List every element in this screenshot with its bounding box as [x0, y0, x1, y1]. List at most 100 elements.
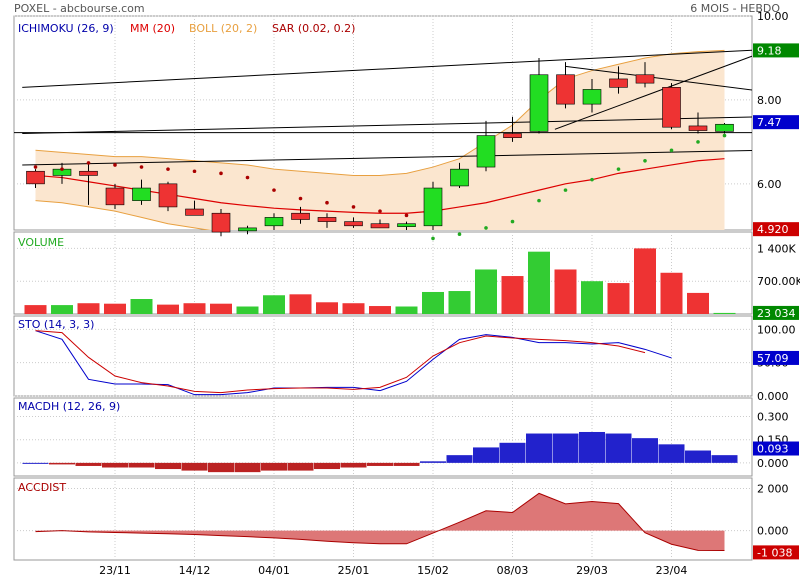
y-tick-label-3-2: 0.300	[757, 411, 789, 424]
macdh-bar-13	[367, 462, 393, 466]
sar-dot-4	[139, 165, 144, 169]
macdh-bar-16	[446, 455, 473, 463]
candle-body-0	[26, 170, 45, 185]
volume-bar-8	[236, 306, 259, 314]
x-tick-label-5: 08/03	[497, 564, 529, 577]
sar-dot-20	[563, 188, 568, 192]
macdh-bar-20	[552, 433, 579, 463]
macdh-bar-6	[181, 462, 208, 471]
candle-body-13	[370, 223, 390, 229]
sar-dot-10	[298, 196, 303, 201]
volume-bar-4	[130, 299, 153, 314]
volume-bar-20	[554, 269, 577, 314]
sar-dot-21	[590, 177, 594, 182]
volume-bar-3	[104, 303, 126, 314]
last-value-label-0-0: 9.18	[757, 44, 782, 57]
x-tick-label-2: 04/01	[258, 564, 290, 577]
volume-bar-11	[316, 302, 338, 314]
legend-ichimoku: ICHIMOKU (26, 9)	[18, 22, 114, 35]
volume-bar-14	[395, 306, 418, 314]
candle-body-20	[556, 74, 575, 105]
sar-dot-24	[669, 148, 674, 153]
sar-dot-0	[33, 165, 38, 169]
last-value-badge-0-1	[753, 115, 799, 130]
volume-bar-0	[24, 305, 47, 314]
x-tick-label-1: 14/12	[179, 564, 211, 577]
trendline-0	[22, 49, 752, 88]
macdh-bar-7	[208, 462, 234, 473]
macdh-bar-2	[75, 462, 102, 466]
sar-dot-14	[404, 213, 409, 218]
candle-body-12	[344, 221, 363, 227]
macdh-bar-18	[499, 442, 526, 463]
y-tick-label-0-0: 6.00	[757, 178, 782, 191]
sto-title: STO (14, 3, 3)	[18, 318, 95, 331]
macdh-bar-11	[314, 462, 340, 470]
volume-bar-21	[581, 281, 603, 314]
sar-dot-26	[722, 133, 727, 138]
volume-bar-26	[713, 312, 736, 314]
panel-frame-4	[13, 477, 753, 561]
volume-bar-25	[687, 292, 709, 314]
macdh-bar-5	[155, 462, 181, 470]
macdh-bar-0	[22, 462, 49, 464]
legend-mm: MM (20)	[130, 22, 176, 35]
x-tick-label-7: 23/04	[656, 564, 688, 577]
bollinger-lower	[35, 200, 211, 230]
candle-body-3	[105, 187, 125, 206]
last-value-badge-0-0	[753, 43, 799, 58]
x-tick-label-6: 29/03	[576, 564, 608, 577]
candle-body-5	[158, 183, 178, 208]
volume-bar-17	[475, 269, 497, 314]
macdh-bar-21	[579, 431, 605, 463]
macdh-bar-22	[605, 433, 632, 463]
sto-line-1	[35, 330, 646, 394]
sar-dot-3	[113, 163, 117, 167]
candle-body-14	[397, 223, 416, 227]
legend-boll: BOLL (20, 2)	[189, 22, 258, 35]
volume-bar-19	[528, 251, 550, 314]
candle-body-10	[291, 212, 310, 220]
symbol-title: POXEL - abcbourse.com	[14, 2, 145, 15]
last-value-label-2-0: 57.09	[757, 352, 789, 365]
y-tick-label-0-2: 10.00	[757, 10, 789, 23]
macdh-bar-3	[102, 462, 128, 468]
candle-body-19	[529, 74, 549, 132]
macdh-bar-15	[420, 461, 446, 463]
macdh-bar-9	[261, 462, 287, 471]
accdist-area	[35, 493, 725, 551]
macdh-bar-10	[287, 462, 314, 471]
accdist-line	[35, 492, 725, 552]
macdh-bar-8	[234, 462, 261, 473]
y-tick-label-4-1: 2 000	[757, 483, 789, 496]
sar-dot-8	[245, 175, 250, 180]
last-value-badge-3-0	[753, 441, 799, 456]
sar-dot-25	[696, 140, 700, 144]
sar-dot-11	[325, 200, 329, 205]
trendline-3	[554, 55, 752, 130]
candle-body-8	[238, 227, 257, 232]
volume-bar-12	[342, 303, 365, 314]
macdh-bar-4	[128, 462, 155, 468]
candle-body-16	[450, 168, 469, 187]
sar-dot-23	[643, 158, 647, 163]
sar-dot-16	[457, 232, 462, 236]
y-tick-label-2-0: 0.000	[757, 390, 789, 403]
macdh-bar-19	[526, 433, 552, 463]
period-label: 6 MOIS - HEBDO	[690, 2, 780, 15]
sar-dot-9	[272, 188, 276, 192]
candle-body-26	[715, 123, 734, 132]
y-tick-label-1-0: 700.00K	[757, 275, 800, 288]
candle-body-21	[582, 89, 602, 105]
y-tick-label-2-2: 100.00	[757, 323, 796, 336]
candle-body-11	[317, 217, 337, 222]
volume-bar-23	[634, 248, 656, 314]
last-value-label-0-2: 4.920	[757, 223, 789, 236]
sar-dot-22	[616, 167, 621, 171]
accdist-title: ACCDIST	[18, 481, 67, 494]
macdh-bar-25	[685, 450, 711, 463]
macdh-bar-14	[393, 462, 420, 466]
last-value-badge-0-2	[753, 222, 799, 237]
sar-dot-5	[166, 167, 170, 171]
volume-bar-6	[183, 303, 206, 314]
